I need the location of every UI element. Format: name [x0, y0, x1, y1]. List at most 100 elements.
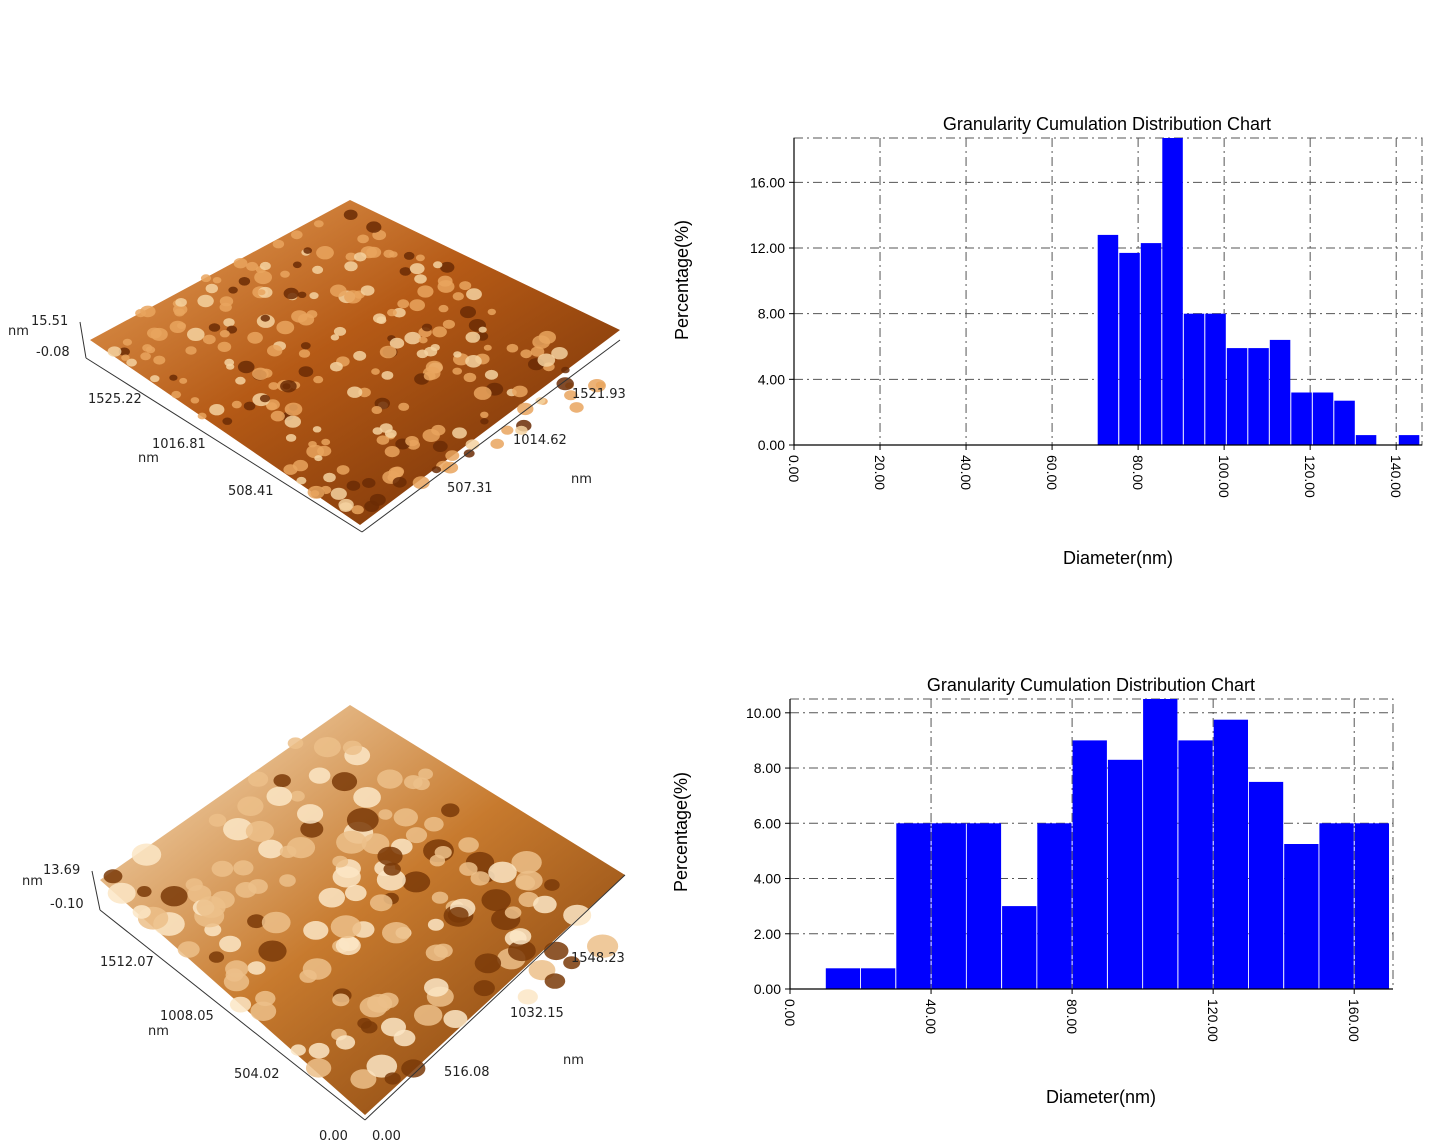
afm-grain — [402, 871, 431, 893]
afm-grain — [298, 349, 311, 358]
chart-title: Granularity Cumulation Distribution Char… — [927, 675, 1255, 695]
histogram-bar — [966, 823, 1002, 989]
afm-grain — [246, 261, 259, 271]
afm-grain — [359, 996, 388, 1018]
afm-grain — [103, 869, 123, 884]
afm-grain — [447, 907, 469, 923]
afm-grain — [317, 445, 332, 457]
afm-grain — [357, 234, 369, 244]
afm-grain — [504, 906, 522, 919]
afm-grain — [308, 767, 331, 784]
afm-origin-right: 0.00 — [372, 1129, 401, 1142]
afm-grain — [412, 476, 430, 490]
afm-grain — [384, 1072, 401, 1085]
afm-grain — [197, 412, 207, 420]
afm-grain — [442, 319, 455, 329]
afm-grain — [399, 267, 412, 276]
afm-grain — [530, 346, 545, 357]
afm-grain — [126, 358, 137, 367]
afm-grain — [416, 349, 429, 359]
afm-grain — [235, 376, 246, 385]
afm-grain — [279, 845, 297, 858]
afm-grain — [405, 827, 428, 844]
afm-grain — [587, 934, 619, 958]
afm-grain — [266, 786, 293, 806]
histogram-bar — [1119, 252, 1140, 445]
afm-grain — [331, 772, 358, 792]
afm-grain — [237, 796, 264, 816]
afm-grain — [389, 337, 405, 349]
histogram-bar — [1213, 719, 1248, 989]
afm-grain — [303, 921, 329, 940]
afm-grain — [556, 377, 574, 391]
afm-grain — [437, 280, 455, 293]
afm-grain — [254, 270, 272, 285]
afm-grain — [219, 935, 242, 953]
afm-grain — [257, 289, 266, 296]
afm-grain — [219, 296, 234, 307]
afm-grain — [175, 298, 187, 307]
afm-grain — [283, 464, 298, 475]
afm-grain — [414, 274, 427, 284]
afm-grain — [387, 308, 397, 317]
chart-title: Granularity Cumulation Distribution Char… — [943, 114, 1271, 134]
afm-grain — [190, 397, 200, 404]
afm-grain — [312, 426, 322, 433]
afm-grain — [247, 961, 266, 975]
x-axis-label: Diameter(nm) — [1063, 548, 1173, 568]
afm-grain — [272, 239, 285, 249]
afm-grains — [103, 737, 619, 1089]
afm-grain — [347, 386, 363, 398]
afm-grain — [424, 978, 449, 997]
afm-grain — [208, 813, 227, 827]
afm-grain — [366, 1054, 398, 1078]
afm-grain — [423, 371, 436, 381]
x-tick-label: 80.00 — [1064, 999, 1080, 1034]
y-tick-label: 10.00 — [746, 705, 781, 721]
afm-grain — [371, 368, 380, 375]
afm-grain — [424, 816, 444, 832]
afm-grain — [483, 344, 492, 351]
afm-grain — [150, 327, 168, 341]
afm-grain — [452, 292, 464, 301]
histogram-bar — [1205, 313, 1226, 445]
afm-grain — [459, 862, 478, 876]
afm-grain — [223, 818, 253, 841]
afm-grain — [333, 326, 347, 336]
afm-grain — [313, 737, 341, 758]
afm-grain — [429, 854, 446, 867]
afm-grain — [443, 1010, 468, 1028]
afm-grain — [290, 790, 305, 802]
histogram-bar — [1334, 400, 1355, 445]
afm-grain — [588, 379, 606, 393]
afm-grain — [187, 327, 205, 341]
y-tick-label: 8.00 — [758, 306, 785, 322]
afm-right-axis — [361, 339, 621, 533]
afm-grain — [284, 402, 303, 416]
afm-grain — [223, 972, 250, 992]
afm-grain — [258, 839, 284, 859]
afm-grain — [300, 342, 311, 350]
afm-grain — [132, 905, 151, 919]
x-tick-label: 40.00 — [958, 455, 974, 490]
afm-grain — [260, 314, 270, 322]
afm-grain — [208, 951, 225, 963]
afm-grain — [332, 855, 349, 868]
y-tick-label: 8.00 — [754, 760, 781, 776]
afm-grain — [509, 928, 532, 945]
afm-grain — [265, 399, 280, 410]
afm-grain — [533, 895, 557, 914]
afm-grain — [532, 335, 551, 349]
afm-grain — [384, 446, 400, 458]
afm-grain — [422, 429, 440, 442]
afm-grain — [330, 487, 347, 500]
afm-right-tick-1: 1521.93 — [572, 387, 626, 402]
afm-grain — [409, 263, 425, 275]
afm-grain — [270, 410, 285, 422]
afm-grain — [137, 886, 152, 897]
afm-grain — [430, 344, 440, 351]
afm-grain — [405, 436, 419, 447]
afm-grain — [357, 1017, 372, 1029]
histogram-bar — [1248, 348, 1269, 445]
afm-grain — [409, 299, 426, 312]
